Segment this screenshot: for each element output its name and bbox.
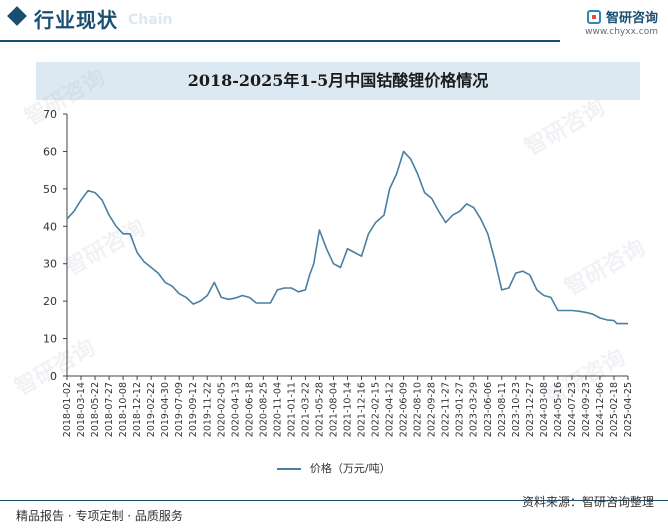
x-tick-label: 2023-08-11 (497, 382, 508, 437)
x-tick-label: 2021-01-11 (286, 382, 297, 437)
x-tick-label: 2020-02-05 (216, 382, 227, 437)
y-tick-label: 10 (43, 333, 57, 346)
x-tick-label: 2018-12-12 (132, 382, 143, 437)
legend-label: 价格（万元/吨） (309, 462, 391, 475)
x-tick-label: 2025-04-25 (623, 382, 634, 437)
chart-title: 2018-2025年1-5月中国钴酸锂价格情况 (187, 71, 489, 90)
x-tick-label: 2021-10-14 (343, 382, 354, 437)
x-tick-label: 2024-03-08 (539, 382, 550, 437)
x-tick-label: 2018-03-14 (76, 382, 87, 437)
header-ghost-text: Chain (128, 12, 173, 28)
x-tick-label: 2023-03-29 (469, 382, 480, 437)
x-tick-label: 2022-02-15 (371, 382, 382, 437)
x-tick-label: 2019-02-22 (146, 382, 157, 437)
x-tick-label: 2018-05-22 (90, 382, 101, 437)
logo-name: 智研咨询 (605, 11, 658, 26)
chart-title-band (36, 62, 640, 100)
x-tick-label: 2024-12-06 (595, 382, 606, 437)
x-tick-label: 2018-07-27 (104, 382, 115, 437)
x-tick-label: 2020-11-04 (272, 382, 283, 437)
x-tick-label: 2020-06-18 (244, 382, 255, 437)
x-tick-label: 2020-04-13 (230, 382, 241, 437)
x-tick-label: 2021-03-22 (300, 382, 311, 437)
x-tick-label: 2022-04-12 (385, 382, 396, 437)
footer-divider (0, 500, 668, 501)
y-tick-label: 70 (43, 108, 57, 121)
x-tick-label: 2023-10-23 (511, 382, 522, 437)
y-tick-label: 0 (50, 370, 57, 383)
chart-legend: 价格（万元/吨） (0, 460, 668, 476)
logo-url: www.chyxx.com (585, 27, 658, 37)
logo-icon (586, 9, 601, 24)
x-tick-label: 2020-08-25 (258, 382, 269, 437)
header-divider (0, 40, 560, 42)
y-tick-label: 30 (43, 258, 57, 271)
legend-line-swatch (277, 468, 302, 470)
x-tick-label: 2022-11-27 (441, 382, 452, 437)
x-tick-label: 2018-10-08 (118, 382, 129, 437)
x-tick-label: 2021-12-16 (357, 382, 368, 437)
y-tick-label: 40 (43, 220, 57, 233)
x-tick-label: 2019-04-30 (160, 382, 171, 437)
x-tick-label: 2023-12-27 (525, 382, 536, 437)
x-tick-label: 2024-07-23 (567, 382, 578, 437)
price-series-line (66, 150, 628, 325)
x-tick-label: 2021-08-04 (328, 382, 339, 437)
x-tick-label: 2021-05-28 (314, 382, 325, 437)
x-tick-label: 2018-01-02 (62, 382, 73, 437)
x-tick-label: 2024-05-16 (553, 382, 564, 437)
y-tick-label: 50 (43, 183, 57, 196)
brand-logo: 智研咨询 www.chyxx.com (585, 6, 658, 37)
header: 行业现状 Chain 智研咨询 www.chyxx.com (0, 0, 668, 44)
x-tick-label: 2019-07-09 (174, 382, 185, 437)
y-tick-label: 20 (43, 295, 57, 308)
x-tick-label: 2023-06-06 (483, 382, 494, 437)
x-tick-label: 2022-06-09 (399, 382, 410, 437)
x-tick-label: 2019-09-12 (188, 382, 199, 437)
section-title: 行业现状 (34, 8, 118, 32)
x-tick-label: 2022-09-28 (427, 382, 438, 437)
footer-slogan: 精品报告 · 专项定制 · 品质服务 (16, 509, 183, 523)
x-tick-label: 2025-02-18 (609, 382, 620, 437)
x-tick-label: 2022-08-10 (413, 382, 424, 437)
x-tick-label: 2023-01-27 (455, 382, 466, 437)
data-source: 资料来源：智研咨询整理 (521, 495, 654, 509)
y-tick-label: 60 (43, 145, 57, 158)
x-tick-label: 2019-11-22 (202, 382, 213, 437)
x-tick-label: 2024-09-23 (581, 382, 592, 437)
